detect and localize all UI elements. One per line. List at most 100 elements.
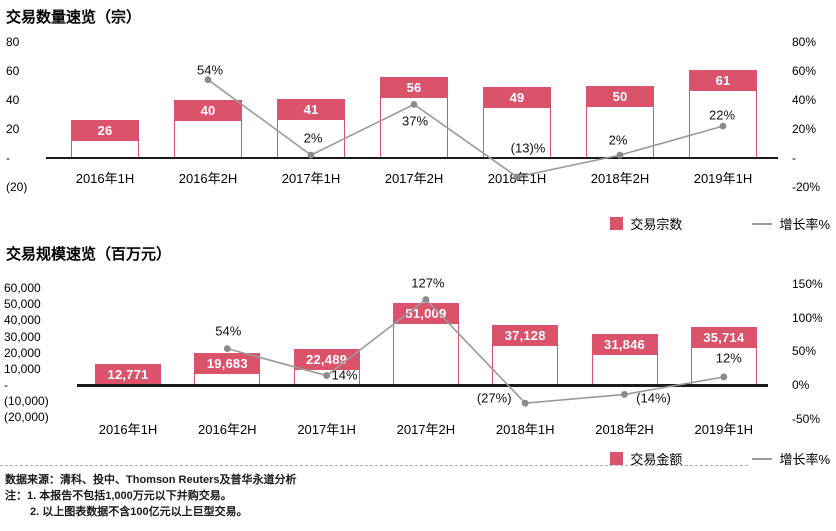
bar-label-band: 40 xyxy=(174,100,242,121)
legend-item-line: 增长率% xyxy=(752,449,830,468)
bar-label-band: 31,846 xyxy=(591,333,658,355)
bar-label-band: 26 xyxy=(71,120,139,142)
x-axis-label: 2016年1H xyxy=(98,422,158,437)
bar-value-label: 26 xyxy=(97,123,113,139)
growth-rate-label: (13)% xyxy=(510,140,546,156)
bar: 41 xyxy=(277,98,345,158)
bar-label-band: 49 xyxy=(483,86,551,108)
line-marker xyxy=(720,373,728,381)
x-axis-label: 2018年2H xyxy=(590,171,650,186)
right-axis-tick: 100% xyxy=(792,310,823,325)
growth-rate-label: (27%) xyxy=(476,390,512,406)
x-axis-label: 2018年2H xyxy=(595,422,654,437)
x-axis-label: 2016年1H xyxy=(75,171,135,186)
bar: 37,128 xyxy=(492,324,559,385)
right-axis-tick: 0% xyxy=(792,378,810,392)
bar-value-label: 61 xyxy=(715,72,731,88)
x-axis-label: 2017年1H xyxy=(297,422,356,437)
line-marker xyxy=(719,122,727,130)
x-axis-label: 2017年1H xyxy=(281,171,341,186)
data-source-note: 数据来源：清科、投中、Thomson Reuters及普华永道分析 xyxy=(5,474,297,486)
legend-label: 增长率% xyxy=(779,217,830,232)
bar-label-band: 61 xyxy=(689,69,757,91)
line-marker xyxy=(204,76,212,84)
growth-rate-label: 2% xyxy=(608,132,628,148)
x-axis-label: 2017年2H xyxy=(396,422,456,437)
left-axis-tick: 10,000 xyxy=(4,361,41,376)
bar-swatch-icon xyxy=(610,452,624,465)
legend-label: 增长率% xyxy=(779,452,830,467)
x-axis-line xyxy=(46,157,778,159)
line-marker xyxy=(422,296,430,303)
growth-rate-label: 54% xyxy=(215,323,242,339)
legend: 交易金额 增长率% xyxy=(610,449,830,468)
line-marker xyxy=(621,391,628,398)
line-marker xyxy=(410,100,418,108)
growth-rate-label: 22% xyxy=(708,107,736,123)
bar-label-band: 12,771 xyxy=(95,364,161,385)
growth-rate-label: 127% xyxy=(411,275,445,291)
line-marker xyxy=(223,345,231,353)
line-swatch-icon xyxy=(752,457,773,460)
right-axis-tick: 80% xyxy=(792,35,817,49)
bar-label-band: 35,714 xyxy=(690,327,757,349)
bar-swatch-icon xyxy=(610,217,624,230)
x-axis-label: 2019年1H xyxy=(693,171,753,186)
left-axis-tick: - xyxy=(4,378,8,392)
right-axis-tick: 150% xyxy=(792,277,823,291)
chart-title: 交易数量速览（宗） xyxy=(6,9,142,26)
left-axis-tick: (20,000) xyxy=(4,410,49,425)
bar: 19,683 xyxy=(194,353,261,385)
bar: 50 xyxy=(586,85,654,158)
bar: 31,846 xyxy=(591,333,658,385)
left-axis-tick: 60 xyxy=(6,64,20,78)
bar: 61 xyxy=(689,69,757,158)
left-axis-tick: (10,000) xyxy=(4,394,49,409)
growth-rate-label: 2% xyxy=(303,130,323,146)
bar-value-label: 19,683 xyxy=(206,356,248,372)
left-axis-tick: 20 xyxy=(6,122,20,136)
footer-divider xyxy=(0,465,748,466)
line-marker xyxy=(323,372,330,379)
legend-label: 交易金额 xyxy=(630,452,683,467)
x-axis-label: 2017年2H xyxy=(384,171,444,186)
bar-value-label: 35,714 xyxy=(703,330,745,346)
bar-value-label: 40 xyxy=(200,103,216,118)
bar-value-label: 50 xyxy=(612,88,628,104)
growth-rate-label: 14% xyxy=(331,367,358,383)
x-axis-label: 2018年1H xyxy=(495,422,555,437)
bar-label-band: 50 xyxy=(586,85,654,107)
right-axis-tick: 20% xyxy=(792,122,817,136)
line-swatch-icon xyxy=(752,222,773,225)
x-axis-label: 2016年2H xyxy=(178,171,238,186)
bar-value-label: 12,771 xyxy=(107,367,149,383)
growth-rate-label: 37% xyxy=(401,113,429,129)
growth-rate-label: 12% xyxy=(715,350,742,366)
bar-value-label: 49 xyxy=(509,89,525,105)
bar-label-band: 22,489 xyxy=(293,348,360,370)
right-axis-tick: -20% xyxy=(792,180,821,194)
bar-value-label: 41 xyxy=(303,101,319,117)
x-axis-label: 2016年2H xyxy=(198,422,257,437)
bar-value-label: 22,489 xyxy=(306,351,348,367)
left-axis-tick: - xyxy=(6,151,10,165)
bar-label-band: 56 xyxy=(380,76,448,98)
line-marker xyxy=(521,399,529,407)
growth-rate-label: (14%) xyxy=(636,390,671,406)
left-axis-tick: 80 xyxy=(6,35,20,49)
line-marker xyxy=(513,173,521,181)
legend: 交易宗数 增长率% xyxy=(610,214,830,233)
x-axis-line xyxy=(77,383,768,387)
right-axis-tick: 40% xyxy=(792,93,817,107)
bar: 12,771 xyxy=(95,364,161,385)
bar-label-band: 37,128 xyxy=(492,324,559,346)
legend-item-bars: 交易宗数 xyxy=(610,214,682,233)
growth-rate-label: 54% xyxy=(196,62,224,78)
left-axis-tick: 40 xyxy=(6,93,20,107)
bar-value-label: 56 xyxy=(406,79,422,95)
left-axis-tick: 60,000 xyxy=(4,281,41,295)
bar-label-band: 19,683 xyxy=(194,353,261,375)
